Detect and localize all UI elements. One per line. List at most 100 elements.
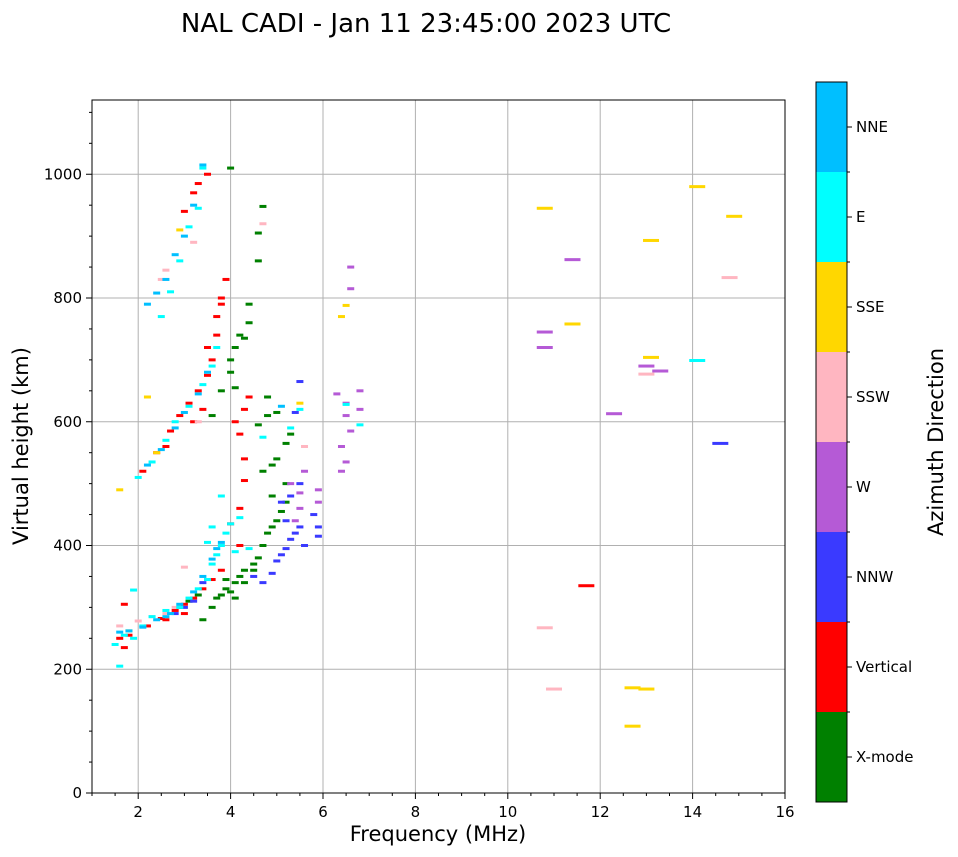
echo-point — [125, 633, 133, 637]
echo-point — [245, 321, 253, 325]
series-x-mode — [176, 166, 295, 622]
echo-point — [204, 578, 211, 582]
colorbar-tick-label: E — [856, 208, 865, 226]
echo-point — [342, 402, 350, 406]
y-tick-label: 0 — [72, 784, 82, 802]
y-tick-label: 1000 — [44, 165, 82, 183]
echo-point — [240, 479, 248, 483]
echo-point — [111, 643, 119, 646]
echo-point — [120, 633, 128, 637]
echo-point — [301, 445, 309, 448]
echo-point — [277, 509, 285, 513]
echo-point — [245, 302, 253, 306]
echo-point — [134, 475, 142, 479]
echo-point — [143, 624, 151, 628]
axis-ticks: 2 4 6 8 10 12 14 16 0 200 400 600 800 1000 — [44, 111, 795, 821]
echo-point — [578, 584, 595, 588]
echo-point — [185, 599, 193, 603]
colorbar-segment — [816, 712, 847, 802]
echo-point — [143, 395, 151, 399]
echo-point — [213, 333, 221, 337]
colorbar-segment — [816, 352, 847, 442]
colorbar-tick-label: SSE — [856, 298, 885, 316]
y-tick-label: 200 — [53, 660, 82, 678]
echo-point — [277, 500, 285, 504]
echo-point — [213, 547, 221, 551]
echo-point — [116, 624, 124, 628]
echo-point — [245, 547, 253, 551]
echo-point — [236, 333, 244, 337]
echo-point — [277, 553, 285, 557]
colorbar-tick-label: Vertical — [856, 658, 912, 676]
echo-point — [227, 522, 235, 526]
echo-point — [337, 445, 345, 448]
echo-point — [643, 355, 660, 359]
echo-point — [222, 578, 230, 582]
echo-point — [236, 506, 244, 510]
echo-point — [213, 346, 221, 349]
echo-point — [176, 228, 184, 232]
echo-point — [254, 423, 262, 427]
x-tick-label: 2 — [133, 803, 143, 821]
echo-point — [208, 358, 216, 362]
echo-point — [606, 412, 623, 416]
colorbar-frame — [815, 81, 848, 803]
echo-point — [116, 636, 124, 640]
x-tick-label: 10 — [498, 803, 517, 821]
echo-point — [282, 519, 290, 523]
echo-point — [240, 407, 248, 411]
echo-point — [282, 547, 290, 551]
echo-point — [259, 204, 267, 208]
echo-point — [162, 445, 170, 448]
echo-point — [208, 562, 216, 566]
echo-point — [180, 605, 188, 609]
echo-point — [167, 612, 175, 616]
echo-point — [190, 596, 198, 600]
echo-point — [231, 346, 239, 349]
echo-point — [268, 525, 276, 529]
echo-point — [148, 460, 156, 464]
echo-point — [240, 336, 248, 340]
echo-point — [227, 166, 235, 170]
echo-point — [208, 578, 216, 582]
echo-point — [546, 687, 562, 691]
echo-point — [204, 346, 211, 349]
echo-point — [176, 414, 184, 418]
echo-point — [171, 612, 179, 616]
series-ssw — [116, 222, 738, 691]
echo-point — [287, 537, 295, 541]
colorbar-segment — [816, 622, 847, 712]
echo-point — [217, 494, 225, 498]
echo-point — [180, 209, 188, 213]
echo-point — [167, 290, 175, 294]
y-tick-label: 600 — [53, 413, 82, 431]
series-nne — [116, 163, 285, 634]
series-nnw — [171, 380, 729, 616]
colorbar-tick-label: SSW — [856, 388, 890, 406]
echo-point — [208, 525, 216, 529]
echo-point — [217, 593, 225, 597]
y-tick-label: 800 — [53, 289, 82, 307]
echo-point — [199, 581, 207, 585]
echo-point — [157, 315, 165, 319]
echo-point — [259, 544, 267, 547]
echo-point — [356, 407, 364, 411]
echo-point — [213, 596, 221, 600]
echo-point — [259, 222, 267, 226]
echo-point — [217, 568, 225, 572]
echo-point — [120, 602, 128, 606]
echo-point — [157, 448, 165, 452]
echo-point — [689, 185, 706, 189]
echo-point — [185, 401, 193, 405]
echo-point — [180, 602, 188, 606]
echo-point — [273, 457, 281, 461]
echo-point — [162, 268, 170, 272]
echo-point — [296, 491, 304, 495]
echo-point — [194, 392, 202, 396]
echo-point — [337, 315, 345, 319]
echo-point — [217, 544, 225, 547]
echo-point — [236, 516, 244, 520]
echo-point — [217, 389, 225, 393]
echo-point — [250, 562, 258, 566]
echo-point — [190, 240, 198, 244]
